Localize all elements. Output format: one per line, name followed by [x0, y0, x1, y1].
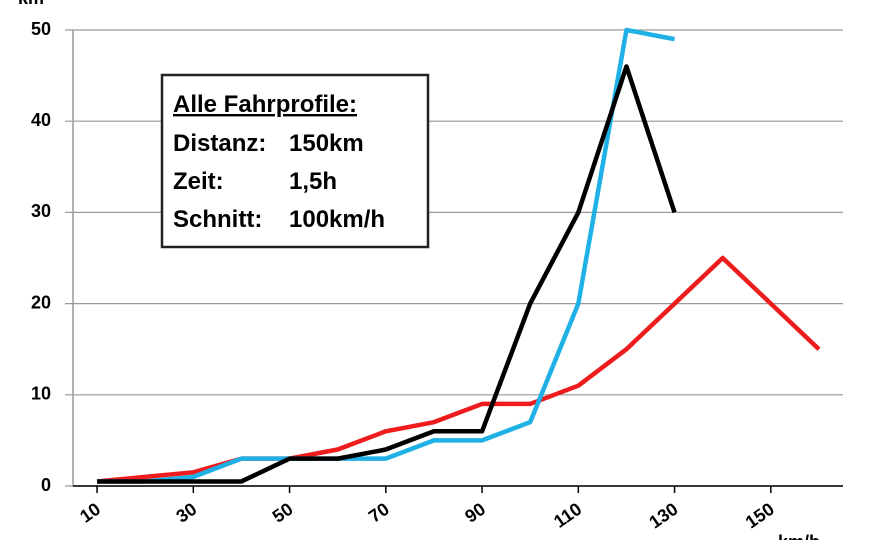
- y-tick-label: 0: [41, 475, 51, 495]
- y-tick-label: 10: [31, 384, 51, 404]
- y-tick-label: 30: [31, 201, 51, 221]
- series-line: [97, 64, 677, 484]
- x-tick-label: 150: [742, 499, 778, 533]
- info-box-title: Alle Fahrprofile:: [173, 91, 357, 118]
- info-value: 100km/h: [289, 206, 385, 233]
- info-box: Alle Fahrprofile: Distanz: 150km Zeit: 1,5h S…: [160, 73, 430, 249]
- y-axis-label: km: [18, 0, 44, 8]
- y-tick-label: 50: [31, 19, 51, 39]
- x-tick-label: 30: [172, 499, 200, 527]
- y-tick-label: 40: [31, 110, 51, 130]
- y-tick-label: 20: [31, 292, 51, 312]
- info-label: Distanz:: [173, 130, 266, 157]
- x-tick-label: 10: [76, 499, 104, 527]
- info-box-frame: [160, 73, 430, 249]
- x-tick-label: 110: [550, 499, 585, 532]
- x-tick-label: 50: [269, 499, 297, 527]
- x-tick-label: 70: [365, 499, 393, 527]
- x-axis-label: km/h: [778, 532, 820, 540]
- x-tick-label: 90: [461, 499, 489, 527]
- info-label: Zeit:: [173, 168, 224, 195]
- info-value: 1,5h: [289, 168, 337, 195]
- series-line: [97, 27, 675, 484]
- info-value: 150km: [289, 130, 364, 157]
- info-label: Schnitt:: [173, 206, 262, 233]
- series-line: [96, 255, 821, 484]
- x-tick-label: 130: [645, 499, 681, 533]
